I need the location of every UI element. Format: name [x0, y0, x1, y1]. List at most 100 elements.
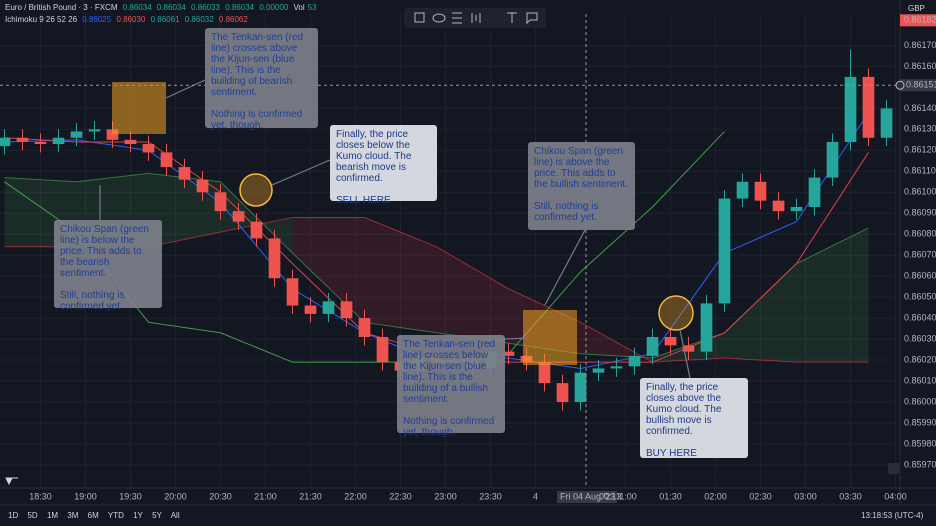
candle-body — [268, 238, 281, 279]
annotation: The Tenkan-sen (red line) crosses above … — [205, 28, 318, 131]
annotation: The Tenkan-sen (red line) crosses below … — [397, 335, 505, 438]
y-tick-label: 0.85980 — [904, 438, 936, 448]
range-button[interactable]: 1D — [8, 511, 19, 520]
x-tick-label: 01:00 — [614, 491, 637, 501]
indicator-value: 0.86030 — [116, 15, 146, 24]
tool-icon[interactable] — [471, 13, 481, 23]
range-button[interactable]: 1M — [46, 511, 59, 520]
x-tick-label: 22:00 — [344, 491, 367, 501]
candle-body — [880, 108, 893, 138]
x-tick-label: 4 — [533, 491, 538, 501]
range-button[interactable]: 6M — [87, 511, 99, 520]
x-tick-label: 02:00 — [704, 491, 727, 501]
crosshair-date: Fri 04 Aug '23 — [560, 491, 615, 501]
range-button[interactable]: 5D — [27, 511, 38, 520]
indicator-name: Ichimoku 9 26 52 26 — [5, 15, 78, 24]
candle-body — [736, 181, 749, 199]
candle-body — [340, 301, 353, 319]
range-bar: 1D 5D 1M 3M 6M YTD 1Y 5Y All — [8, 511, 187, 520]
symbol: Euro / British Pound · 3 · FXCM — [5, 3, 118, 12]
tool-icon[interactable] — [432, 13, 446, 23]
x-tick-label: 20:30 — [209, 491, 232, 501]
x-tick-label: 21:00 — [254, 491, 277, 501]
vol-value: 53 — [307, 3, 317, 12]
candle-body — [160, 152, 173, 168]
candle-body — [646, 336, 659, 356]
range-button[interactable]: 1Y — [133, 511, 143, 520]
y-tick-label: 0.86000 — [904, 396, 936, 406]
y-tick-label: 0.86040 — [904, 312, 936, 322]
cloud-fill — [796, 227, 869, 363]
candle-body — [502, 351, 515, 356]
indicator-value: 0.86032 — [184, 15, 214, 24]
candle-body — [574, 372, 587, 403]
toolbar-bg — [404, 8, 546, 28]
candle-body — [376, 336, 389, 363]
clock: 13:18:53 (UTC-4) — [861, 511, 924, 520]
cloud-fill — [436, 246, 509, 344]
x-tick-label: 21:30 — [299, 491, 322, 501]
last-price-bg — [900, 14, 936, 27]
y-tick-label: 0.86110 — [904, 166, 936, 176]
y-tick-label: 0.86120 — [904, 145, 936, 155]
range-button[interactable]: All — [170, 511, 180, 520]
highlight-box — [523, 310, 577, 365]
tool-icon[interactable] — [452, 12, 462, 24]
tool-icon[interactable] — [526, 12, 538, 25]
y-tick-label: 0.86050 — [904, 292, 936, 302]
candle-body — [772, 200, 785, 212]
x-tick-label: 01:30 — [659, 491, 682, 501]
cloud-fill — [724, 263, 797, 363]
ohlc-value: 0.86034 — [156, 3, 186, 12]
x-tick-label: 03:00 — [794, 491, 817, 501]
crosshair-price-bg — [900, 79, 936, 92]
tool-icon[interactable] — [414, 12, 425, 23]
candle-body — [88, 129, 101, 132]
y-tick-label: 0.86140 — [904, 103, 936, 113]
highlights — [99, 79, 694, 379]
annotation-text: SELL HERE — [336, 195, 391, 206]
candle-body — [538, 362, 551, 384]
callout-line — [165, 79, 206, 99]
annotation-text: The Tenkan-sen (red line) crosses above … — [211, 32, 304, 98]
candle-body — [0, 137, 11, 147]
candle-body — [196, 179, 209, 193]
range-button[interactable]: 5Y — [152, 511, 162, 520]
candle-body — [592, 368, 605, 373]
ohlc-value: 0.86034 — [225, 3, 255, 12]
annotation-text: BUY HERE — [646, 448, 697, 459]
range-button[interactable]: 3M — [67, 511, 79, 520]
y-tick-label: 0.86130 — [904, 124, 936, 134]
annotation: Finally, the price closes below the Kumo… — [330, 125, 437, 206]
candle-body — [844, 76, 857, 142]
candle-body — [70, 131, 83, 138]
candle-body — [826, 141, 839, 178]
candle-body — [628, 355, 641, 367]
callout-line — [271, 159, 331, 186]
candle-body — [52, 137, 65, 145]
candle-body — [610, 366, 623, 369]
candle-body — [286, 278, 299, 306]
ohlc-value: 0.86034 — [122, 3, 152, 12]
annotation-text: Finally, the price closes above the Kumo… — [646, 382, 722, 437]
y-tick-label: 0.86080 — [904, 229, 936, 239]
scroll-button[interactable] — [888, 463, 899, 474]
candle-body — [358, 318, 371, 337]
annotation-text: Still, nothing is confirmed yet. — [534, 201, 599, 223]
indicator-value: 0.86061 — [150, 15, 180, 24]
callout-line — [679, 329, 691, 379]
y-tick-label: 0.86090 — [904, 208, 936, 218]
candle-body — [304, 305, 317, 314]
x-tick-label: 23:30 — [479, 491, 502, 501]
y-tick-label: 0.86010 — [904, 375, 936, 385]
highlight-circle — [239, 173, 273, 207]
crosshair-plus — [895, 80, 905, 90]
candle-body — [808, 177, 821, 207]
tool-icon[interactable] — [507, 12, 517, 23]
x-tick-label: 23:00 — [434, 491, 457, 501]
y-tick-label: 0.86160 — [904, 61, 936, 71]
y-tick-label: 0.86170 — [904, 40, 936, 50]
last-price: 0.86182 — [904, 15, 936, 25]
range-button[interactable]: YTD — [107, 511, 124, 520]
candle-body — [862, 76, 875, 138]
